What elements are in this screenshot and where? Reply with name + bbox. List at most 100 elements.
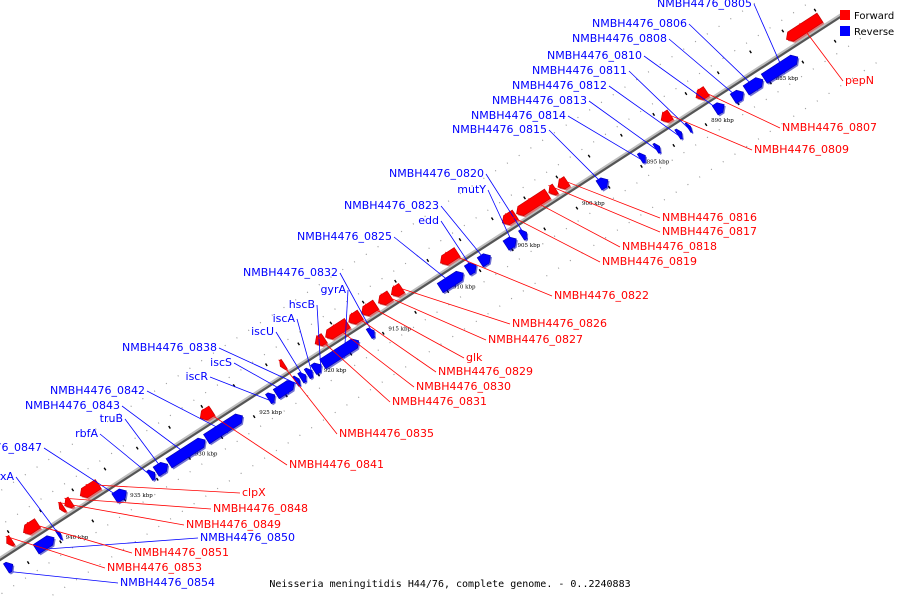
forward-gene-arrow[interactable] bbox=[279, 358, 288, 370]
gene-label[interactable]: rbfA bbox=[75, 427, 98, 440]
reverse-gene-arrow[interactable] bbox=[272, 380, 295, 400]
gene-label[interactable]: iscU bbox=[251, 325, 274, 338]
reverse-gene-arrow[interactable] bbox=[760, 54, 799, 84]
minor-tick bbox=[813, 8, 817, 12]
reverse-gene-arrow[interactable] bbox=[476, 253, 491, 268]
gene-label[interactable]: NMBH4476_0812 bbox=[512, 79, 607, 92]
gene-label-leader bbox=[445, 251, 553, 297]
gene-label[interactable]: NMBH4476_0826 bbox=[512, 317, 607, 330]
minor-tick bbox=[200, 404, 204, 409]
gene-label[interactable]: trxA bbox=[0, 470, 14, 483]
gene-label[interactable]: NMBH4476_0808 bbox=[572, 32, 667, 45]
gene-label[interactable]: NMBH4476_0820 bbox=[389, 167, 484, 180]
forward-gene-arrow[interactable] bbox=[23, 518, 41, 535]
reverse-gene-arrow[interactable] bbox=[319, 338, 360, 370]
gene-label[interactable]: NMBH4476_0830 bbox=[416, 380, 511, 393]
gene-label-leader bbox=[275, 331, 308, 383]
gene-label[interactable]: hscB bbox=[289, 298, 315, 311]
gene-label[interactable]: NMBH4476_0841 bbox=[289, 458, 384, 471]
gridline-dots-row bbox=[43, 62, 877, 600]
kbp-tick-label: 895 kbp bbox=[647, 159, 670, 165]
gene-label-leader bbox=[628, 70, 694, 133]
gene-label[interactable]: NMBH4476_0815 bbox=[452, 123, 547, 136]
minor-tick bbox=[264, 363, 268, 367]
gene-label-leader bbox=[218, 347, 302, 387]
forward-gene-arrow[interactable] bbox=[79, 479, 102, 499]
gene-label[interactable]: NMBH4476_0806 bbox=[592, 17, 687, 30]
gene-label[interactable]: glk bbox=[466, 351, 483, 364]
gene-label[interactable]: NMBH4476_0811 bbox=[532, 64, 627, 77]
gene-label[interactable]: pepN bbox=[845, 74, 874, 87]
minor-tick bbox=[458, 237, 462, 242]
gene-label-leader bbox=[315, 335, 391, 403]
gene-label[interactable]: NMBH4476_0822 bbox=[554, 289, 649, 302]
gene-label[interactable]: iscS bbox=[210, 356, 232, 369]
gene-label[interactable]: NMBH4476_0809 bbox=[754, 143, 849, 156]
forward-gene-arrow[interactable] bbox=[440, 247, 461, 266]
reverse-gene-arrow[interactable] bbox=[32, 535, 55, 555]
reverse-gene-arrow[interactable] bbox=[303, 367, 313, 380]
gene-label[interactable]: NMBH4476_0816 bbox=[662, 211, 757, 224]
gene-label[interactable]: NMBH4476_0848 bbox=[213, 502, 308, 515]
gene-label[interactable]: gyrA bbox=[320, 283, 346, 296]
gene-label[interactable]: NMBH4476_0807 bbox=[782, 121, 877, 134]
minor-tick bbox=[652, 112, 656, 117]
gene-label[interactable]: iscA bbox=[273, 312, 296, 325]
gene-label[interactable]: NMBH4476_0835 bbox=[339, 427, 434, 440]
gene-label[interactable]: NMBH4476_0825 bbox=[297, 230, 392, 243]
gene-label[interactable]: NMBH4476_0847 bbox=[0, 441, 42, 454]
reverse-gene-arrow[interactable] bbox=[595, 177, 609, 191]
gene-label[interactable]: NMBH4476_0805 bbox=[657, 0, 752, 10]
gene-label[interactable]: NMBH4476_0854 bbox=[120, 576, 215, 589]
reverse-gene-arrow[interactable] bbox=[265, 392, 276, 405]
gene-label[interactable]: NMBH4476_0810 bbox=[547, 49, 642, 62]
gene-label[interactable]: iscR bbox=[186, 370, 209, 383]
gene-label[interactable]: truB bbox=[100, 412, 123, 425]
gene-label[interactable]: NMBH4476_0823 bbox=[344, 199, 439, 212]
forward-gene-arrow[interactable] bbox=[786, 12, 824, 42]
gene-label[interactable]: clpX bbox=[242, 486, 266, 499]
gene-label[interactable]: NMBH4476_0843 bbox=[25, 399, 120, 412]
minor-tick bbox=[575, 206, 579, 210]
forward-gene-arrow[interactable] bbox=[58, 501, 67, 513]
gene-label[interactable]: edd bbox=[418, 214, 439, 227]
reverse-gene-arrow[interactable] bbox=[463, 262, 477, 276]
minor-tick bbox=[716, 71, 720, 75]
gene-label[interactable]: NMBH4476_0814 bbox=[471, 109, 566, 122]
gene-label[interactable]: NMBH4476_0832 bbox=[243, 266, 338, 279]
reverse-gene-arrow[interactable] bbox=[742, 77, 764, 96]
reverse-gene-arrow[interactable] bbox=[2, 561, 14, 574]
minor-tick bbox=[91, 519, 95, 523]
gene-label[interactable]: NMBH4476_0838 bbox=[122, 341, 217, 354]
gene-label[interactable]: NMBH4476_0853 bbox=[107, 561, 202, 574]
forward-gene-arrow[interactable] bbox=[501, 209, 519, 226]
gene-label[interactable]: NMBH4476_0817 bbox=[662, 225, 757, 238]
forward-gene-arrow[interactable] bbox=[557, 176, 571, 190]
gene-label[interactable]: NMBH4476_0818 bbox=[622, 240, 717, 253]
minor-tick bbox=[801, 60, 805, 64]
gene-label-leader bbox=[5, 535, 106, 569]
minor-tick bbox=[6, 529, 10, 534]
gene-label[interactable]: NMBH4476_0829 bbox=[438, 365, 533, 378]
minor-tick bbox=[523, 196, 526, 200]
gene-label[interactable]: NMBH4476_0813 bbox=[492, 94, 587, 107]
kbp-tick-label: 890 kbp bbox=[711, 118, 734, 124]
gene-label[interactable]: NMBH4476_0849 bbox=[186, 518, 281, 531]
forward-gene-arrow[interactable] bbox=[516, 188, 551, 217]
minor-tick bbox=[414, 310, 417, 315]
forward-gene-arrow[interactable] bbox=[361, 299, 380, 317]
minor-tick bbox=[252, 415, 256, 419]
reverse-gene-arrow[interactable] bbox=[152, 461, 169, 477]
forward-gene-arrow[interactable] bbox=[6, 534, 16, 547]
reverse-gene-arrow[interactable] bbox=[310, 362, 322, 375]
gene-label[interactable]: mutY bbox=[457, 183, 486, 196]
gene-label[interactable]: NMBH4476_0831 bbox=[392, 395, 487, 408]
gene-label[interactable]: NMBH4476_0851 bbox=[134, 546, 229, 559]
gene-label[interactable]: NMBH4476_0850 bbox=[200, 531, 295, 544]
gene-label[interactable]: NMBH4476_0842 bbox=[50, 384, 145, 397]
minor-tick bbox=[619, 133, 623, 137]
gene-label[interactable]: NMBH4476_0827 bbox=[488, 333, 583, 346]
gene-label[interactable]: NMBH4476_0819 bbox=[602, 255, 697, 268]
gene-label-leader bbox=[668, 38, 743, 102]
reverse-gene-arrow[interactable] bbox=[203, 413, 243, 445]
